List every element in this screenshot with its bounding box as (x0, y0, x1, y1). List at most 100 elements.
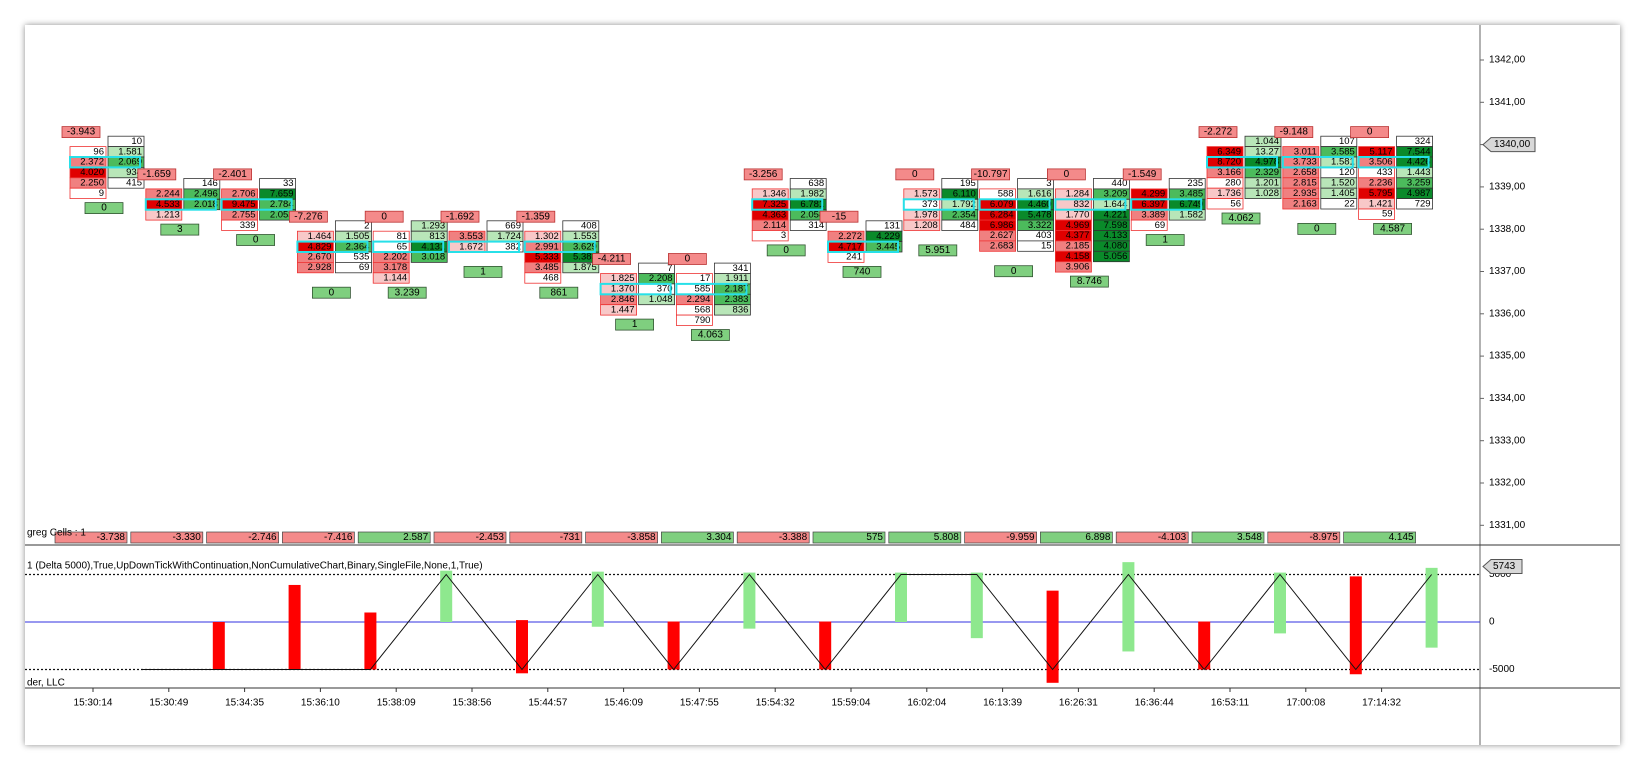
bid-value: 3 (781, 230, 786, 241)
total-box (54, 531, 128, 544)
bid-value: 81 (397, 231, 408, 242)
last-price-label: 1340,00 (1494, 139, 1531, 150)
bid-value: 3.178 (383, 262, 407, 273)
bid-cell (524, 272, 562, 284)
bid-value: 2.670 (308, 252, 332, 263)
total-label: -7.416 (324, 532, 353, 543)
bid-cell (1130, 219, 1168, 231)
bid-value: 1.213 (156, 209, 180, 220)
bid-value: 9.475 (232, 199, 256, 210)
time-tick-label: 16:53:11 (1211, 698, 1250, 709)
bid-value: 3.389 (1141, 209, 1165, 220)
total-label: -3.330 (172, 532, 201, 543)
ask-value: 1.048 (649, 294, 673, 305)
delta-header-box (592, 253, 631, 265)
poc-highlight (751, 198, 824, 211)
total-label: 4.145 (1389, 532, 1414, 543)
chart-canvas[interactable]: 1342,00 1341,00 1340,00 1339,00 1338,00 1337,… (25, 25, 1620, 745)
bid-value: 588 (998, 189, 1014, 200)
bid-value: 6.349 (1217, 146, 1241, 157)
time-tick-label: 15:38:56 (453, 698, 492, 709)
poc-highlight (523, 240, 596, 254)
last-indicator-badge (1482, 559, 1523, 574)
histogram-bar (895, 572, 907, 622)
total-box (812, 531, 886, 544)
ask-value: 934 (126, 167, 142, 178)
delta-footer-box (1070, 275, 1109, 288)
ask-value: 33 (283, 178, 294, 189)
ask-value: 4.460 (1028, 199, 1052, 210)
ask-value: 836 (733, 304, 749, 315)
ask-value: 4.987 (1407, 188, 1431, 199)
delta-header-label: -1.359 (522, 211, 551, 222)
bid-value: 3.485 (535, 262, 559, 273)
bid-value: 832 (1074, 199, 1090, 210)
ask-value: 6.781 (800, 199, 824, 210)
delta-footer-box (160, 223, 200, 236)
bid-cell (69, 187, 107, 199)
indicator-tick-label: -5000 (1489, 664, 1515, 675)
bid-cell (1358, 208, 1395, 220)
ask-value: 22 (1344, 198, 1355, 209)
bid-value: 6.986 (990, 220, 1014, 231)
bid-value: 2.683 (990, 241, 1014, 252)
bid-value: 1.144 (383, 273, 407, 284)
delta-footer-box (463, 265, 503, 278)
bid-cell (600, 304, 637, 316)
delta-footer-box (539, 286, 579, 299)
ask-value: 2.329 (1255, 167, 1279, 178)
time-tick-label: 15:54:32 (756, 698, 795, 709)
delta-header-label: 0 (1367, 127, 1373, 138)
ask-value: 2.784 (270, 199, 294, 210)
poc-highlight (372, 240, 445, 254)
delta-header-box (1047, 168, 1086, 181)
ask-value: 107 (1339, 136, 1355, 147)
bid-value: 2.627 (990, 230, 1014, 241)
bid-value: 2.114 (763, 220, 786, 231)
delta-header-box (137, 168, 177, 181)
delta-footer-label: 0 (329, 287, 335, 298)
bid-value: 6.284 (990, 209, 1014, 220)
delta-header-label: -2.272 (1204, 127, 1233, 138)
bid-value: 1.208 (914, 220, 938, 231)
price-tick-label: 1338,00 (1489, 224, 1526, 235)
delta-header-box (668, 253, 707, 265)
bid-value: 2.250 (80, 178, 104, 189)
cells-label: greg Cells : 1 (27, 528, 86, 539)
bid-value: 2.706 (232, 189, 256, 200)
time-tick-label: 16:02:04 (907, 698, 946, 709)
poc-highlight (978, 198, 1051, 211)
bid-value: 6.397 (1141, 199, 1165, 210)
total-label: -8.975 (1309, 532, 1338, 543)
ask-value: 669 (505, 221, 521, 232)
price-tick-label: 1336,00 (1489, 308, 1526, 319)
bid-value: 7.325 (762, 199, 786, 210)
time-tick-label: 17:14:32 (1362, 698, 1401, 709)
time-tick-label: 15:30:14 (74, 698, 113, 709)
poc-highlight (902, 198, 975, 211)
delta-footer-box (615, 318, 654, 331)
price-tick-label: 1342,00 (1489, 55, 1526, 66)
bid-cell (751, 230, 789, 242)
delta-footer-box (842, 265, 882, 278)
delta-header-box (440, 210, 480, 223)
ask-value: 3.585 (1331, 146, 1355, 157)
total-label: -2.453 (476, 532, 505, 543)
poc-highlight (144, 198, 217, 211)
histogram-bar (819, 621, 832, 670)
bid-value: 241 (846, 252, 862, 263)
bid-cell (676, 314, 713, 326)
delta-header-box (1198, 126, 1238, 138)
delta-footer-box (1145, 234, 1185, 246)
bid-value: 1.736 (1217, 188, 1241, 199)
time-tick-label: 15:30:49 (149, 698, 188, 709)
ask-value: 3.259 (1407, 178, 1431, 189)
delta-footer-box (766, 244, 806, 257)
total-label: 3.548 (1237, 532, 1262, 543)
delta-header-label: -4.211 (598, 254, 626, 265)
bid-cell (221, 219, 259, 231)
